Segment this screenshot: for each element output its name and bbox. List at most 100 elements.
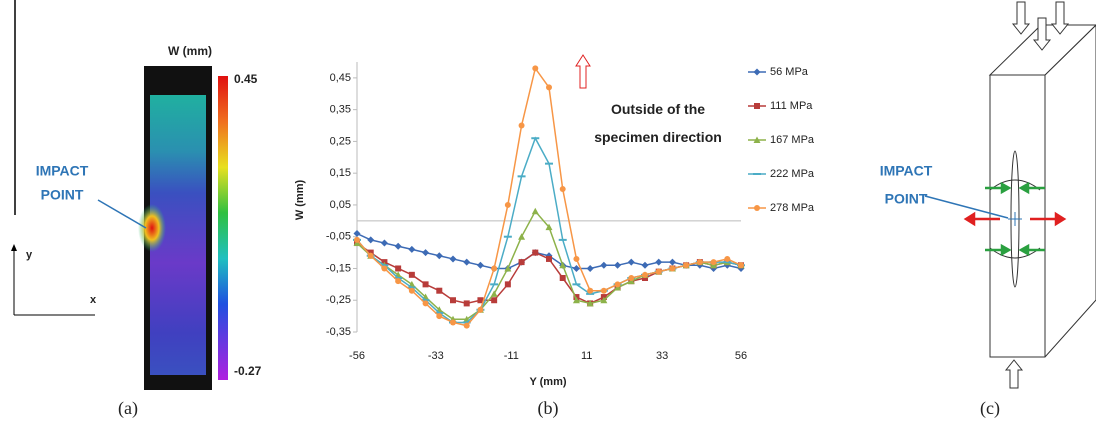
marker [354, 236, 360, 243]
marker [586, 292, 595, 295]
marker [559, 261, 567, 269]
marker [422, 249, 430, 257]
impact-arrow [924, 195, 1009, 219]
load-arrow [1004, 359, 1024, 389]
marker [572, 283, 581, 286]
marker [642, 271, 648, 278]
arrow-head [1000, 181, 1012, 195]
arrow-head [1000, 243, 1012, 257]
marker [614, 281, 621, 288]
y-tick-label: 0,35 [330, 104, 351, 116]
marker [710, 259, 717, 266]
panel-a: W (mm) IMPACT POINT y x (a) [11, 0, 228, 419]
y-tick-label: 0,45 [330, 72, 351, 84]
marker [450, 297, 456, 304]
marker [449, 255, 457, 263]
marker [491, 265, 498, 272]
legend-label: 278 MPa [770, 202, 815, 214]
arrow-head [11, 244, 17, 251]
marker [490, 290, 498, 297]
legend-label: 222 MPa [770, 168, 815, 180]
panel-b: W (mm) Y (mm) (b) Outside of the specimen… [294, 54, 815, 419]
marker [600, 296, 608, 304]
marker [491, 297, 498, 304]
marker [753, 68, 761, 76]
marker [394, 277, 403, 279]
marker [531, 207, 539, 215]
marker [476, 261, 484, 269]
impact-label: IMPACT [880, 163, 933, 179]
marker [422, 300, 429, 307]
marker [642, 275, 648, 281]
marker [545, 223, 553, 231]
marker [435, 252, 443, 260]
marker [724, 255, 731, 262]
legend-label: 111 MPa [770, 100, 813, 112]
marker [408, 245, 416, 253]
y-tick-label: 0,05 [330, 199, 351, 211]
marker [753, 136, 761, 143]
caption: (a) [118, 398, 138, 419]
marker [367, 236, 375, 244]
legend-label: 167 MPa [770, 134, 815, 146]
marker [450, 319, 456, 326]
marker [723, 261, 732, 264]
colorbar-tick-label: 0.45 [234, 72, 258, 86]
direction-arrow [575, 54, 591, 89]
marker [753, 173, 761, 175]
marker [558, 238, 567, 241]
marker [655, 268, 662, 275]
load-arrow [1011, 1, 1031, 35]
x-tick-label: 33 [656, 350, 668, 362]
y-tick-label: -0,05 [326, 231, 351, 243]
marker [477, 297, 484, 304]
colorbar-title: W (mm) [168, 44, 212, 58]
arrow-head [1054, 211, 1067, 227]
series-line [356, 136, 742, 324]
marker [462, 321, 471, 324]
marker [738, 262, 744, 269]
marker [503, 235, 512, 238]
marker [586, 299, 594, 307]
marker [518, 122, 525, 129]
caption: (c) [980, 398, 1000, 419]
impact-blob [138, 204, 166, 252]
marker [573, 255, 580, 262]
marker [463, 322, 470, 329]
marker [641, 261, 649, 269]
marker [572, 296, 580, 304]
impact-arrow [97, 199, 147, 229]
arrow-head [1018, 243, 1030, 257]
marker [436, 287, 443, 294]
x-tick-label: -56 [349, 350, 365, 362]
marker [504, 201, 511, 208]
marker [668, 258, 676, 266]
x-tick-label: 11 [581, 350, 592, 362]
load-arrow [1032, 17, 1052, 51]
x-tick-label: -33 [428, 350, 444, 362]
marker [380, 239, 388, 247]
x-axis-title: Y (mm) [529, 376, 566, 388]
marker [696, 259, 703, 266]
marker [627, 258, 635, 266]
marker [655, 258, 663, 266]
marker [545, 162, 553, 165]
marker [394, 242, 402, 250]
marker [407, 286, 416, 289]
marker [518, 233, 526, 240]
marker [587, 287, 594, 294]
annotation: Outside of the specimen direction [594, 101, 722, 145]
marker [436, 313, 443, 320]
colorbar-tick-label: -0.27 [234, 364, 262, 378]
marker [381, 265, 388, 272]
marker [435, 311, 444, 314]
impact-label: POINT [885, 191, 928, 207]
marker [408, 271, 415, 278]
specimen-top [988, 24, 1096, 76]
marker [367, 252, 374, 259]
caption: (b) [538, 398, 559, 419]
y-tick-label: -0,35 [326, 326, 351, 338]
marker [754, 103, 760, 109]
marker [586, 264, 594, 272]
